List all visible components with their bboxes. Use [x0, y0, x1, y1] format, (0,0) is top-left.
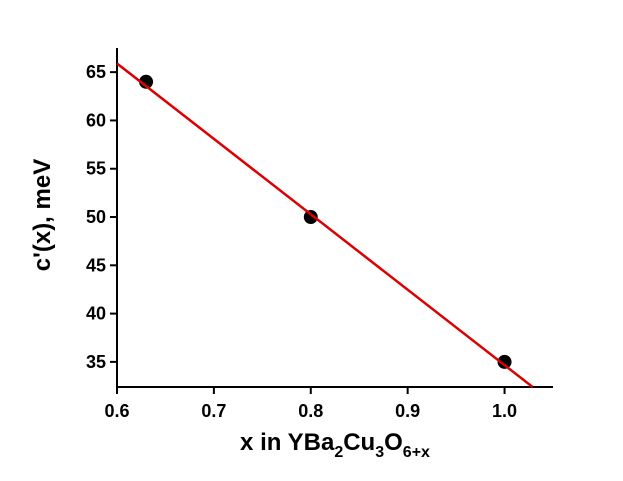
y-tick-label: 60: [86, 110, 106, 130]
label-part: O: [384, 429, 403, 456]
x-tick-label: 0.6: [104, 401, 129, 421]
data-point: [303, 210, 318, 225]
label-part: Cu: [343, 429, 375, 456]
y-tick-label: 35: [86, 352, 106, 372]
x-tick-label: 0.9: [395, 401, 420, 421]
label-sub: 6+x: [403, 444, 430, 461]
fit-line: [116, 62, 534, 388]
y-tick-label: 65: [86, 62, 106, 82]
y-tick-label: 55: [86, 159, 106, 179]
y-axis-label: c'(x), meV: [29, 159, 56, 271]
label-part: x in YBa: [240, 429, 335, 456]
x-tick-label: 0.7: [201, 401, 226, 421]
y-tick-label: 50: [86, 207, 106, 227]
y-tick-label: 40: [86, 304, 106, 324]
data-point: [497, 354, 512, 369]
y-tick-label: 45: [86, 255, 106, 275]
x-axis-label: x in YBa2Cu3O6+x: [240, 429, 430, 461]
x-tick-label: 1.0: [492, 401, 517, 421]
data-point: [139, 74, 154, 89]
label-sub: 3: [375, 444, 384, 461]
label-sub: 2: [334, 444, 343, 461]
x-tick-label: 0.8: [298, 401, 323, 421]
